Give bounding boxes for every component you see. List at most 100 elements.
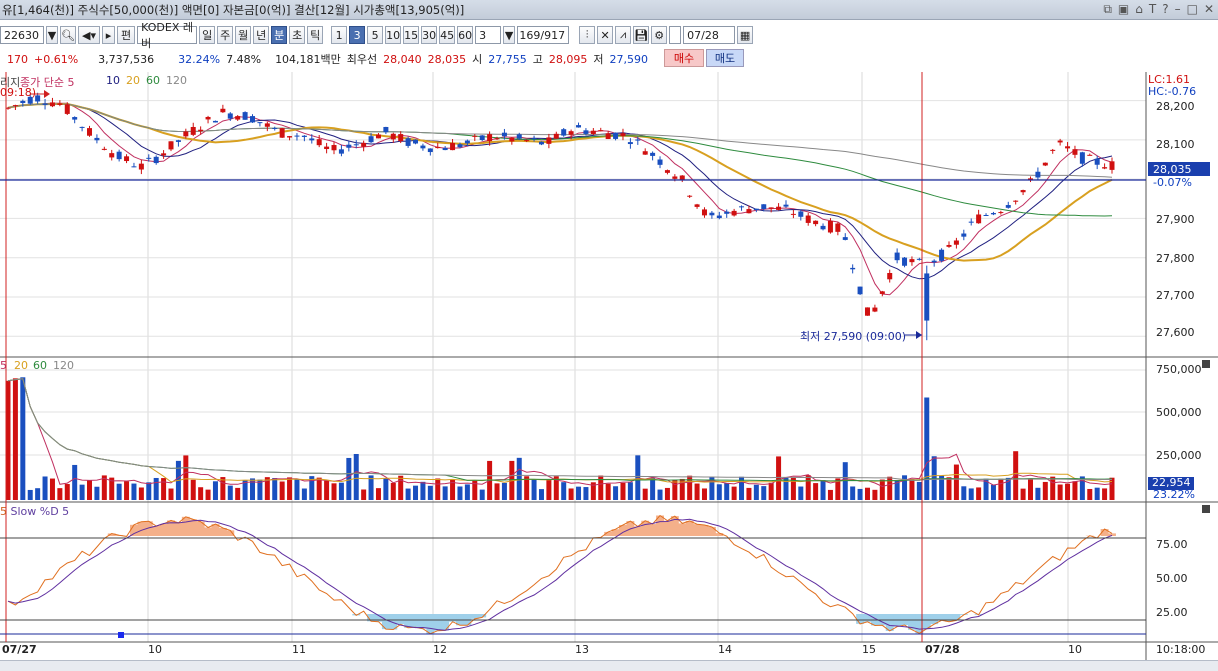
- candle-body: [175, 140, 181, 142]
- gear-icon[interactable]: ⚙: [651, 26, 668, 44]
- candle-body: [1065, 146, 1071, 149]
- save-icon[interactable]: 💾︎: [633, 26, 650, 44]
- volume-bar: [909, 479, 915, 500]
- stoch-tick: 50.00: [1156, 572, 1188, 585]
- candle-body: [1087, 154, 1093, 156]
- maximize-icon[interactable]: □: [1186, 2, 1198, 16]
- volume-bar: [161, 478, 167, 500]
- minute-30[interactable]: 30: [421, 26, 438, 44]
- interval-dropdown-icon[interactable]: ▼: [503, 26, 516, 44]
- minute-5[interactable]: 5: [367, 26, 384, 44]
- minute-15[interactable]: 15: [403, 26, 420, 44]
- speaker-icon[interactable]: ◀▾: [78, 26, 100, 44]
- volume-bar: [790, 477, 796, 500]
- volume-bar: [457, 486, 463, 500]
- candle-body: [657, 159, 663, 165]
- minute-60[interactable]: 60: [457, 26, 474, 44]
- candle-body: [605, 133, 611, 140]
- volume-bar: [35, 488, 41, 500]
- scroll-strip[interactable]: [0, 660, 1218, 671]
- volume-bar: [57, 488, 63, 500]
- candle-type-icon[interactable]: ⫶: [579, 26, 596, 44]
- candle-body: [761, 204, 767, 210]
- buy-button[interactable]: 매수: [664, 49, 704, 67]
- candle-body: [153, 156, 159, 164]
- tools-icon[interactable]: ✕: [597, 26, 614, 44]
- close-icon[interactable]: ✕: [1203, 2, 1214, 16]
- candle-body: [287, 136, 293, 138]
- vol-pct: 23.22%: [1153, 488, 1195, 501]
- help-icon[interactable]: ?: [1162, 2, 1169, 16]
- volume-bar: [657, 489, 663, 500]
- volume-ma-5: [7, 378, 1113, 488]
- period-month[interactable]: 월: [235, 26, 252, 44]
- candle-body: [739, 206, 745, 208]
- tile-icon[interactable]: ▣: [1117, 2, 1130, 16]
- count-field[interactable]: 169/917: [517, 26, 570, 44]
- volume-bar: [398, 475, 404, 500]
- link-icon[interactable]: ⧉: [1103, 2, 1112, 16]
- volume-bar: [894, 479, 900, 500]
- minimize-icon[interactable]: –: [1174, 2, 1181, 16]
- volume-bar: [827, 489, 833, 500]
- candle-body: [12, 105, 18, 107]
- minute-10[interactable]: 10: [385, 26, 402, 44]
- volume-bar: [124, 481, 130, 500]
- minute-1[interactable]: 1: [331, 26, 348, 44]
- volume-bar: [590, 482, 596, 500]
- volume-bar: [272, 478, 278, 500]
- candle-body: [1050, 149, 1056, 151]
- edit-button[interactable]: 편: [117, 26, 136, 44]
- chart-area[interactable]: [0, 72, 1218, 660]
- period-tick[interactable]: 틱: [307, 26, 324, 44]
- volume-bar: [731, 486, 737, 500]
- candle-body: [998, 212, 1004, 214]
- volume-bar: [301, 488, 307, 500]
- volume-bar: [835, 478, 841, 500]
- candle-body: [161, 153, 167, 156]
- date-checkbox[interactable]: [669, 26, 682, 44]
- candle-body: [427, 148, 433, 153]
- x-label: 10: [148, 643, 162, 656]
- period-week[interactable]: 주: [217, 26, 234, 44]
- font-icon[interactable]: T: [1148, 2, 1157, 16]
- minute-3[interactable]: 3: [349, 26, 366, 44]
- candle-body: [87, 128, 93, 136]
- candle-body: [42, 103, 48, 105]
- candle-body: [168, 141, 174, 150]
- next-icon[interactable]: ▸: [102, 26, 115, 44]
- candle-body: [272, 127, 278, 129]
- code-dropdown-icon[interactable]: ▼: [46, 26, 58, 44]
- interval-input[interactable]: 3: [475, 26, 502, 44]
- pin-icon[interactable]: ⌂: [1135, 2, 1143, 16]
- volume-bar: [12, 378, 18, 500]
- candle-body: [746, 209, 752, 214]
- candle-body: [301, 135, 307, 137]
- high-time-marker: 09:18): [0, 86, 36, 99]
- period-year[interactable]: 년: [253, 26, 270, 44]
- candle-body: [798, 211, 804, 217]
- candle-body: [494, 138, 500, 140]
- volume-bar: [79, 484, 85, 500]
- code-input[interactable]: 22630: [0, 26, 44, 44]
- window-titlebar: 유[1,464(천)] 주식수[50,000(천)] 액면[0] 자본금[0(억…: [0, 0, 1218, 20]
- candle-body: [850, 267, 856, 270]
- minute-45[interactable]: 45: [439, 26, 456, 44]
- period-minute[interactable]: 분: [271, 26, 288, 44]
- period-second[interactable]: 초: [289, 26, 306, 44]
- period-day[interactable]: 일: [199, 26, 216, 44]
- search-icon[interactable]: 🔍︎: [60, 26, 76, 44]
- date-field[interactable]: 07/28: [683, 26, 736, 44]
- volume-bar: [250, 478, 256, 500]
- candle-body: [35, 95, 41, 102]
- volume-bar: [1079, 476, 1085, 500]
- sell-button[interactable]: 매도: [706, 49, 744, 67]
- calendar-icon[interactable]: ▦: [737, 26, 754, 44]
- indicator-icon[interactable]: ⩘: [615, 26, 632, 44]
- panel-marker[interactable]: [1202, 360, 1210, 368]
- volume-bar: [798, 486, 804, 500]
- volume-bar: [1020, 488, 1026, 500]
- panel-marker[interactable]: [1202, 505, 1210, 513]
- stoch-tick: 75.00: [1156, 538, 1188, 551]
- volume-bar: [887, 476, 893, 500]
